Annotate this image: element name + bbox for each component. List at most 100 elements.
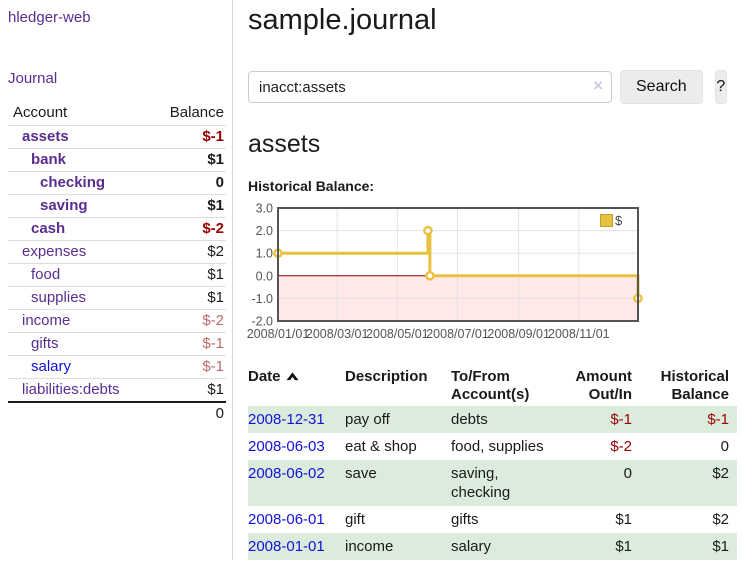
search-box: × — [248, 71, 612, 103]
y-axis-tick-label: 3.0 — [256, 202, 273, 216]
register-col-description: Description — [345, 368, 428, 385]
account-link[interactable]: food — [31, 266, 61, 283]
account-balance: $-1 — [149, 332, 226, 356]
account-balance: $-2 — [149, 217, 226, 241]
x-axis-tick-label: 2008/03/01 — [306, 327, 369, 341]
accounts-total-value: 0 — [149, 401, 226, 425]
transaction-date-link[interactable]: 2008-12-31 — [248, 411, 325, 428]
account-row: income $-2 — [8, 309, 226, 333]
register-col-balance: Historical Balance — [660, 368, 729, 403]
account-link[interactable]: income — [22, 312, 71, 329]
chart-canvas: 3.0 2.0 1.0 0.0 -1.0 -2.02008/01/012008/03/01… — [247, 202, 643, 341]
y-axis-tick-label: -1.0 — [251, 292, 273, 306]
x-axis-tick-label: 2008/05/01 — [366, 327, 429, 341]
y-axis-tick-label: 0.0 — [256, 269, 273, 283]
transaction-amount: $-2 — [610, 438, 632, 455]
transaction-accounts: debts — [451, 411, 488, 428]
brand-link[interactable]: hledger-web — [8, 9, 91, 26]
account-row: bank $1 — [8, 148, 226, 172]
accounts-header-row: Account Balance — [8, 100, 226, 126]
sort-up-icon — [285, 369, 300, 387]
transaction-description: income — [345, 538, 394, 555]
account-row: supplies $1 — [8, 286, 226, 310]
transaction-amount: $1 — [615, 538, 632, 555]
account-link[interactable]: liabilities:debts — [22, 381, 120, 398]
account-balance: $1 — [149, 148, 226, 172]
account-link[interactable]: saving — [40, 197, 88, 214]
historical-balance-chart: 3.0 2.0 1.0 0.0 -1.0 -2.0 2008/01/01 2008/03/01… — [247, 202, 668, 346]
account-balance: 0 — [149, 171, 226, 195]
account-balance: $2 — [149, 240, 226, 264]
account-link[interactable]: assets — [22, 128, 69, 145]
help-button[interactable]: ? — [714, 70, 727, 104]
account-link[interactable]: gifts — [31, 335, 59, 352]
transaction-date-link[interactable]: 2008-06-01 — [248, 511, 325, 528]
accounts-total-row: 0 — [8, 401, 226, 425]
transaction-amount: 0 — [623, 465, 632, 482]
account-balance: $1 — [149, 286, 226, 310]
transaction-balance: $1 — [712, 538, 729, 555]
account-row: saving $1 — [8, 194, 226, 218]
account-balance: $1 — [149, 263, 226, 287]
account-row: assets $-1 — [8, 125, 226, 149]
account-balance: $-2 — [149, 309, 226, 333]
sidebar: hledger-web Journal Account Balance asse… — [0, 0, 233, 560]
app: hledger-web Journal Account Balance asse… — [0, 0, 737, 560]
account-balance: $1 — [149, 194, 226, 218]
account-link[interactable]: expenses — [22, 243, 87, 260]
account-link[interactable]: checking — [40, 174, 106, 191]
register-col-date[interactable]: Date — [248, 366, 345, 406]
account-row: liabilities:debts $1 — [8, 378, 226, 402]
transaction-accounts: saving, checking — [451, 465, 511, 501]
accounts-col-account: Account — [13, 104, 68, 121]
register-col-accounts: To/From Account(s) — [451, 368, 530, 403]
register-table: Date Description To/From Account(s) Amou… — [248, 366, 737, 560]
search-form: × Search ? — [248, 70, 727, 104]
transaction-date-link[interactable]: 2008-06-02 — [248, 465, 325, 482]
register-row: 2008-01-01 income salary $1 $1 — [248, 533, 737, 560]
register-row: 2008-06-01 gift gifts $1 $2 — [248, 506, 737, 533]
legend-swatch-icon — [600, 214, 613, 227]
page-title: sample.journal — [248, 4, 437, 36]
clear-search-icon[interactable]: × — [593, 76, 603, 95]
account-row: salary $-1 — [8, 355, 226, 379]
register-row: 2008-06-03 eat & shop food, supplies $-2 0 — [248, 433, 737, 460]
x-axis-tick-label: 2008/07/01 — [426, 327, 489, 341]
account-balance: $-1 — [149, 125, 226, 149]
account-row: food $1 — [8, 263, 226, 287]
sidebar-item-journal[interactable]: Journal — [8, 70, 58, 87]
account-heading: assets — [248, 130, 321, 158]
transaction-description: save — [345, 465, 377, 482]
account-link[interactable]: supplies — [31, 289, 87, 306]
account-link[interactable]: salary — [31, 358, 72, 375]
transaction-accounts: salary — [451, 538, 492, 555]
y-axis-tick-label: 2.0 — [256, 224, 273, 238]
transaction-balance: $-1 — [707, 411, 729, 428]
transaction-description: gift — [345, 511, 366, 528]
search-button[interactable]: Search — [620, 70, 703, 104]
register-row: 2008-12-31 pay off debts $-1 $-1 — [248, 406, 737, 433]
transaction-accounts: food, supplies — [451, 438, 544, 455]
register-row: 2008-06-02 save saving, checking 0 $2 — [248, 460, 737, 506]
transaction-date-link[interactable]: 2008-06-03 — [248, 438, 325, 455]
x-axis-tick-label: 2008/09/01 — [487, 327, 550, 341]
account-row: expenses $2 — [8, 240, 226, 264]
x-axis-tick-label: 2008/01/01 — [247, 327, 310, 341]
transaction-description: pay off — [345, 411, 390, 428]
account-row: gifts $-1 — [8, 332, 226, 356]
transaction-amount: $-1 — [610, 411, 632, 428]
transaction-description: eat & shop — [345, 438, 417, 455]
y-axis-tick-label: 1.0 — [256, 247, 273, 261]
account-link[interactable]: cash — [31, 220, 66, 237]
transaction-amount: $1 — [615, 511, 632, 528]
transaction-balance: 0 — [720, 438, 729, 455]
legend-label: $ — [615, 213, 623, 228]
accounts-col-balance: Balance — [169, 104, 224, 121]
chart-label: Historical Balance: — [248, 178, 375, 194]
register-header-row: Date Description To/From Account(s) Amou… — [248, 366, 737, 406]
search-input[interactable] — [248, 71, 612, 103]
account-link[interactable]: bank — [31, 151, 67, 168]
main-content: sample.journal × Search ? assets Histori… — [233, 0, 737, 560]
transaction-date-link[interactable]: 2008-01-01 — [248, 538, 325, 555]
account-balance: $-1 — [149, 355, 226, 379]
